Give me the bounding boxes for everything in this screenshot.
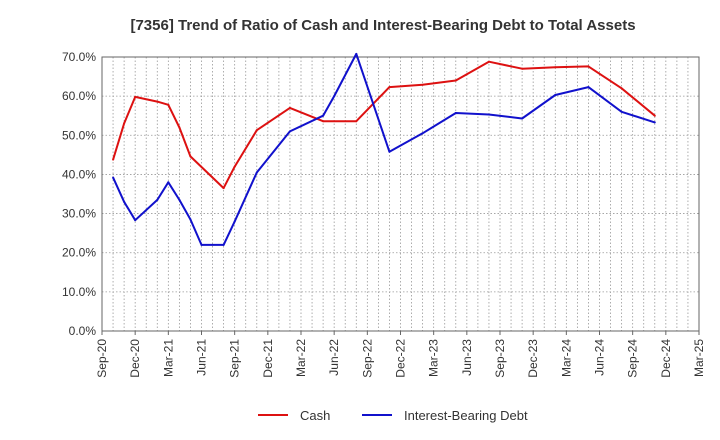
- chart-title: [7356] Trend of Ratio of Cash and Intere…: [130, 17, 635, 34]
- grid: [102, 57, 699, 331]
- y-tick-label: 50.0%: [62, 128, 96, 142]
- x-tick-label: Dec-20: [128, 339, 142, 378]
- data-point: [156, 198, 159, 201]
- x-tick-label: Dec-22: [394, 339, 408, 378]
- x-tick-label: Mar-23: [427, 339, 441, 377]
- data-point: [112, 158, 115, 161]
- data-point: [355, 52, 358, 55]
- y-tick-label: 10.0%: [62, 285, 96, 299]
- data-point: [653, 121, 656, 124]
- y-tick-label: 0.0%: [69, 324, 97, 338]
- x-tick-label: Sep-23: [493, 339, 507, 378]
- x-axis: Sep-20 Dec-20 Mar-21 Jun-21 Sep-21 Dec-21 Mar-…: [95, 331, 706, 378]
- data-point: [255, 171, 258, 174]
- x-tick-label: Jun-24: [593, 339, 607, 376]
- data-point: [222, 243, 225, 246]
- data-point: [421, 132, 424, 135]
- data-point: [355, 120, 358, 123]
- y-axis: 0.0% 10.0% 20.0% 30.0% 40.0% 50.0% 60.0% 70.0%: [62, 50, 96, 338]
- data-point: [333, 95, 336, 98]
- series-group: [112, 52, 656, 246]
- y-tick-label: 30.0%: [62, 207, 96, 221]
- x-tick-label: Sep-22: [360, 339, 374, 378]
- y-tick-label: 60.0%: [62, 89, 96, 103]
- x-tick-label: Mar-22: [294, 339, 308, 377]
- data-point: [178, 198, 181, 201]
- data-point: [620, 87, 623, 90]
- x-tick-label: Sep-21: [228, 339, 242, 378]
- x-tick-label: Mar-25: [692, 339, 706, 377]
- data-point: [288, 106, 291, 109]
- data-point: [454, 79, 457, 82]
- x-tick-label: Mar-21: [161, 339, 175, 377]
- data-point: [167, 181, 170, 184]
- x-tick-label: Dec-23: [526, 339, 540, 378]
- data-point: [134, 95, 137, 98]
- data-point: [288, 130, 291, 133]
- x-tick-label: Jun-22: [327, 339, 341, 376]
- data-point: [521, 67, 524, 70]
- data-point: [587, 86, 590, 89]
- data-point: [388, 86, 391, 89]
- series-line-1: [112, 52, 656, 246]
- x-tick-label: Sep-24: [626, 339, 640, 378]
- series-line-0: [112, 60, 656, 190]
- x-tick-label: Dec-21: [261, 339, 275, 378]
- data-point: [587, 65, 590, 68]
- data-point: [322, 120, 325, 123]
- data-point: [487, 60, 490, 63]
- x-tick-label: Sep-20: [95, 339, 109, 378]
- data-point: [189, 155, 192, 158]
- legend-label: Cash: [300, 408, 330, 423]
- data-point: [554, 94, 557, 96]
- x-tick-label: Jun-21: [195, 339, 209, 376]
- x-tick-label: Dec-24: [659, 339, 673, 378]
- data-point: [521, 117, 524, 120]
- y-tick-label: 70.0%: [62, 50, 96, 64]
- data-point: [156, 100, 159, 103]
- x-tick-label: Mar-24: [559, 339, 573, 377]
- data-point: [200, 243, 203, 246]
- data-point: [487, 113, 490, 116]
- data-point: [454, 112, 457, 114]
- legend: Cash Interest-Bearing Debt: [258, 408, 528, 423]
- data-point: [388, 150, 391, 153]
- data-point: [134, 219, 137, 222]
- data-point: [322, 114, 325, 117]
- data-point: [554, 66, 557, 69]
- x-tick-label: Jun-23: [460, 339, 474, 376]
- data-point: [222, 187, 225, 190]
- data-point: [123, 122, 126, 125]
- data-point: [189, 218, 192, 221]
- data-point: [167, 103, 170, 106]
- y-tick-label: 40.0%: [62, 167, 96, 181]
- data-point: [653, 114, 656, 117]
- data-point: [620, 110, 623, 113]
- data-point: [255, 129, 258, 132]
- data-point: [421, 83, 424, 86]
- data-point: [233, 220, 236, 223]
- legend-label: Interest-Bearing Debt: [404, 408, 528, 423]
- data-point: [123, 200, 126, 203]
- y-tick-label: 20.0%: [62, 246, 96, 260]
- data-point: [233, 165, 236, 168]
- data-point: [178, 126, 181, 129]
- data-point: [112, 176, 115, 179]
